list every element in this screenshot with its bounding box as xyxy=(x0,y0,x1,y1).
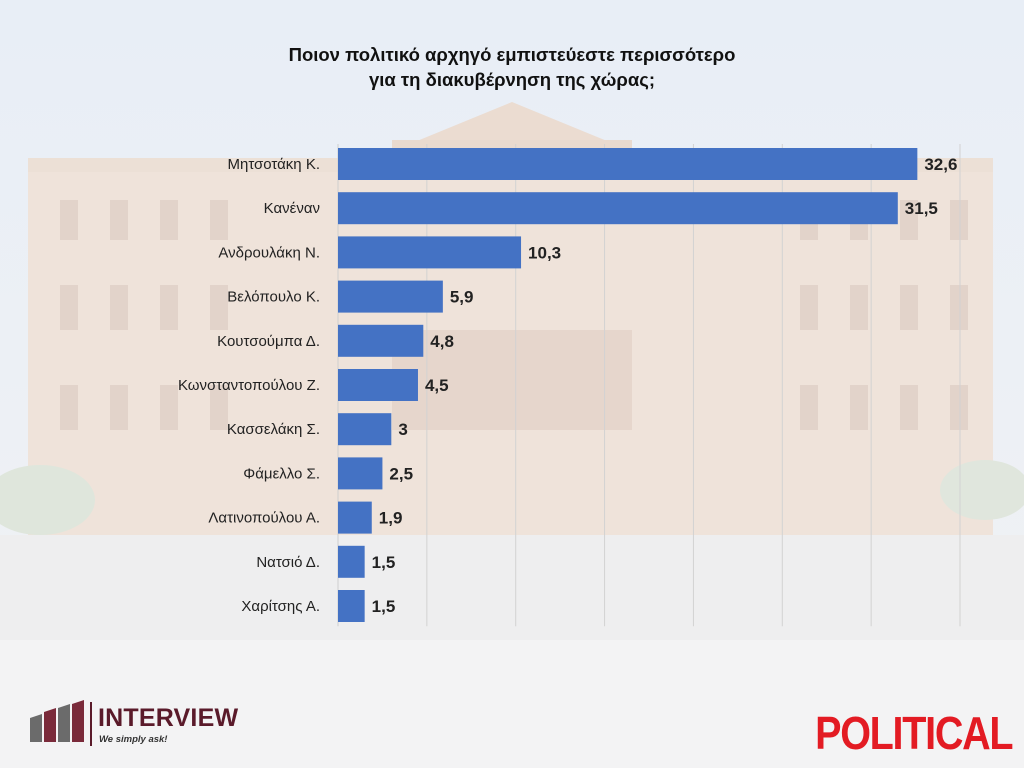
data-label: 32,6 xyxy=(924,155,957,174)
bar xyxy=(338,545,365,578)
bar xyxy=(338,192,898,225)
chart-title-line-1: Ποιον πολιτικό αρχηγό εμπιστεύεστε περισ… xyxy=(288,44,736,65)
category-label: Νατσιό Δ. xyxy=(256,554,320,571)
interview-logo-divider xyxy=(90,702,92,746)
bar xyxy=(338,280,443,313)
bar xyxy=(338,457,383,490)
category-label: Μητσοτάκη Κ. xyxy=(227,156,320,173)
data-label: 1,5 xyxy=(372,553,396,572)
political-logo: POLITICAL xyxy=(814,707,1013,759)
chart-title-line-2: για τη διακυβέρνηση της χώρας; xyxy=(368,69,656,90)
interview-logo-name: INTERVIEW xyxy=(98,704,239,732)
data-label: 5,9 xyxy=(450,288,474,307)
category-label: Κουτσούμπα Δ. xyxy=(217,333,320,350)
data-label: 31,5 xyxy=(905,199,938,218)
bar xyxy=(338,413,392,446)
category-label: Λατινοπούλου Α. xyxy=(208,510,320,527)
interview-logo-icon xyxy=(30,700,84,742)
data-label: 10,3 xyxy=(528,243,561,262)
data-label: 4,5 xyxy=(425,376,449,395)
bar xyxy=(338,236,522,269)
bar xyxy=(338,501,372,534)
category-label: Ανδρουλάκη Ν. xyxy=(218,244,320,261)
data-label: 1,5 xyxy=(372,597,396,616)
category-label: Χαρίτσης Α. xyxy=(241,598,320,615)
bar xyxy=(338,324,424,357)
category-label: Κασσελάκη Σ. xyxy=(227,421,320,438)
data-label: 3 xyxy=(398,420,407,439)
data-label: 1,9 xyxy=(379,509,403,528)
category-label: Βελόπουλο Κ. xyxy=(227,289,320,306)
interview-logo-tagline: We simply ask! xyxy=(99,734,168,745)
chart-title: Ποιον πολιτικό αρχηγό εμπιστεύεστε περισ… xyxy=(212,42,812,92)
category-label: Κωνσταντοπούλου Ζ. xyxy=(178,377,320,394)
bar xyxy=(338,148,918,180)
category-label: Φάμελλο Σ. xyxy=(243,465,320,482)
data-label: 2,5 xyxy=(389,464,413,483)
data-label: 4,8 xyxy=(430,332,454,351)
category-label: Κανέναν xyxy=(264,200,320,217)
bar xyxy=(338,590,365,622)
bar xyxy=(338,369,418,401)
